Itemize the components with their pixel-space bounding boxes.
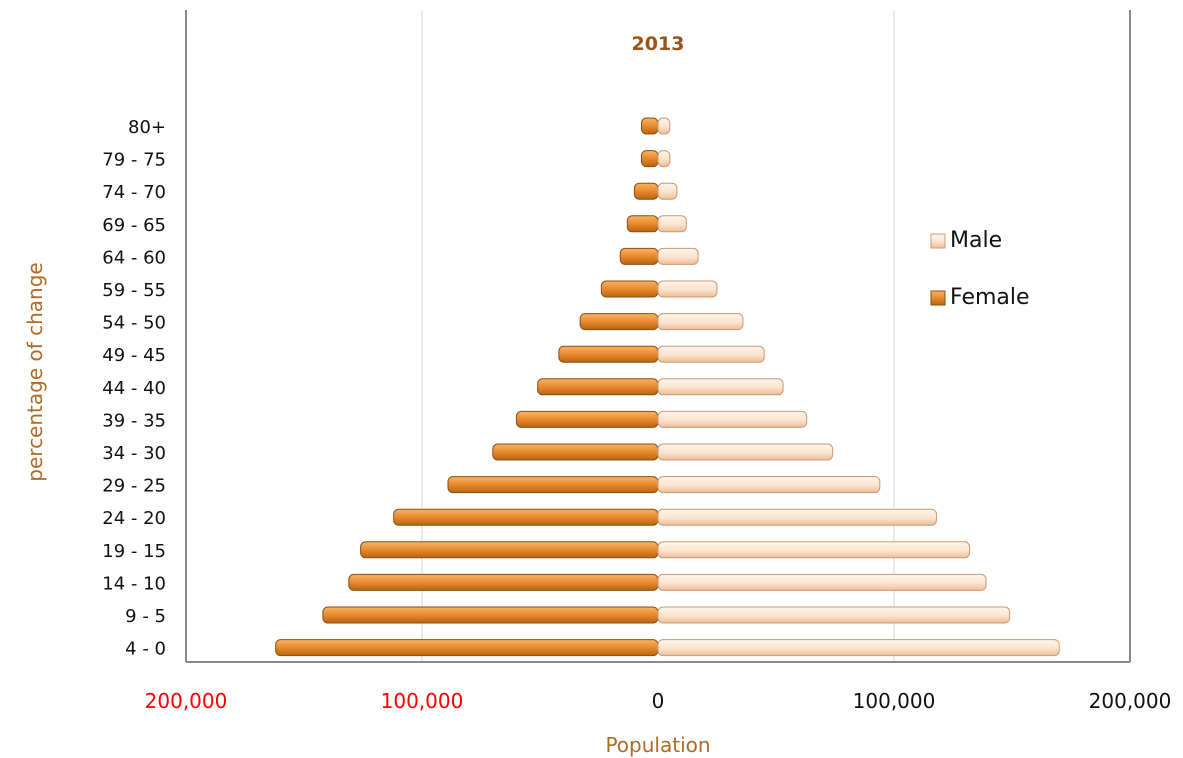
bar-male bbox=[657, 606, 1011, 624]
bar-female bbox=[619, 247, 659, 265]
bar-female bbox=[447, 476, 659, 494]
y-tick-label: 9 - 5 bbox=[125, 606, 166, 627]
x-tick-label: 200,000 bbox=[145, 689, 228, 713]
legend-swatch bbox=[930, 290, 946, 306]
y-tick-label: 44 - 40 bbox=[102, 378, 166, 399]
legend-swatch bbox=[930, 233, 946, 249]
bar-male bbox=[657, 410, 808, 428]
bar-male bbox=[657, 247, 699, 265]
y-tick-label: 54 - 50 bbox=[102, 313, 166, 334]
y-tick-label: 59 - 55 bbox=[102, 280, 166, 301]
x-axis-title: Population bbox=[605, 733, 710, 757]
y-tick-label: 49 - 45 bbox=[102, 345, 166, 366]
bar-female bbox=[579, 313, 659, 331]
bar-male bbox=[657, 313, 744, 331]
bar-male bbox=[657, 215, 687, 233]
bar-female bbox=[275, 639, 659, 657]
bar-male bbox=[657, 443, 834, 461]
bar-male bbox=[657, 280, 718, 298]
bar-male bbox=[657, 182, 678, 200]
y-tick-label: 79 - 75 bbox=[102, 150, 166, 171]
axes bbox=[185, 10, 1131, 663]
y-tick-label: 14 - 10 bbox=[102, 573, 166, 594]
legend-label: Female bbox=[950, 285, 1030, 310]
x-tick-label: 200,000 bbox=[1089, 689, 1172, 713]
y-tick-label: 34 - 30 bbox=[102, 443, 166, 464]
y-tick-label: 64 - 60 bbox=[102, 247, 166, 268]
bar-male bbox=[657, 541, 971, 559]
legend-label: Male bbox=[950, 228, 1002, 253]
bars bbox=[275, 117, 1060, 657]
bar-male bbox=[657, 476, 881, 494]
y-tick-label: 24 - 20 bbox=[102, 508, 166, 529]
x-tick-label: 100,000 bbox=[381, 689, 464, 713]
legend: Male Female bbox=[930, 228, 1030, 310]
x-tick-label: 0 bbox=[652, 689, 665, 713]
bar-female bbox=[600, 280, 659, 298]
bar-male bbox=[657, 573, 987, 591]
chart-title: 2013 bbox=[632, 33, 685, 55]
bar-female bbox=[537, 378, 659, 396]
bar-female bbox=[640, 117, 659, 135]
bar-male bbox=[657, 150, 671, 168]
bar-male bbox=[657, 117, 671, 135]
bar-female bbox=[393, 508, 659, 526]
bar-female bbox=[492, 443, 659, 461]
bar-male bbox=[657, 345, 765, 363]
y-tick-label: 4 - 0 bbox=[125, 639, 166, 660]
bar-female bbox=[322, 606, 659, 624]
y-tick-label: 39 - 35 bbox=[102, 410, 166, 431]
x-tick-label: 100,000 bbox=[853, 689, 936, 713]
gridlines bbox=[421, 10, 895, 662]
bar-female bbox=[633, 182, 659, 200]
y-tick-label: 69 - 65 bbox=[102, 215, 166, 236]
y-tick-label: 74 - 70 bbox=[102, 182, 166, 203]
bar-male bbox=[657, 508, 937, 526]
y-tick-label: 29 - 25 bbox=[102, 476, 166, 497]
y-tick-label: 80+ bbox=[128, 117, 166, 138]
bar-female bbox=[626, 215, 659, 233]
bar-female bbox=[360, 541, 659, 559]
y-tick-label: 19 - 15 bbox=[102, 541, 166, 562]
bar-female bbox=[558, 345, 659, 363]
bar-female bbox=[640, 150, 659, 168]
labels: 80+ 79 - 75 74 - 70 69 - 65 64 - 60 59 - 55 54… bbox=[102, 117, 1172, 713]
bar-male bbox=[657, 639, 1060, 657]
bar-female bbox=[348, 573, 659, 591]
bar-male bbox=[657, 378, 784, 396]
y-axis-title: percentage of change bbox=[23, 262, 47, 481]
bar-female bbox=[515, 410, 659, 428]
